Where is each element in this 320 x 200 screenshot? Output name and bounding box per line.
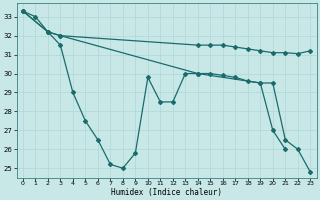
X-axis label: Humidex (Indice chaleur): Humidex (Indice chaleur) xyxy=(111,188,222,197)
